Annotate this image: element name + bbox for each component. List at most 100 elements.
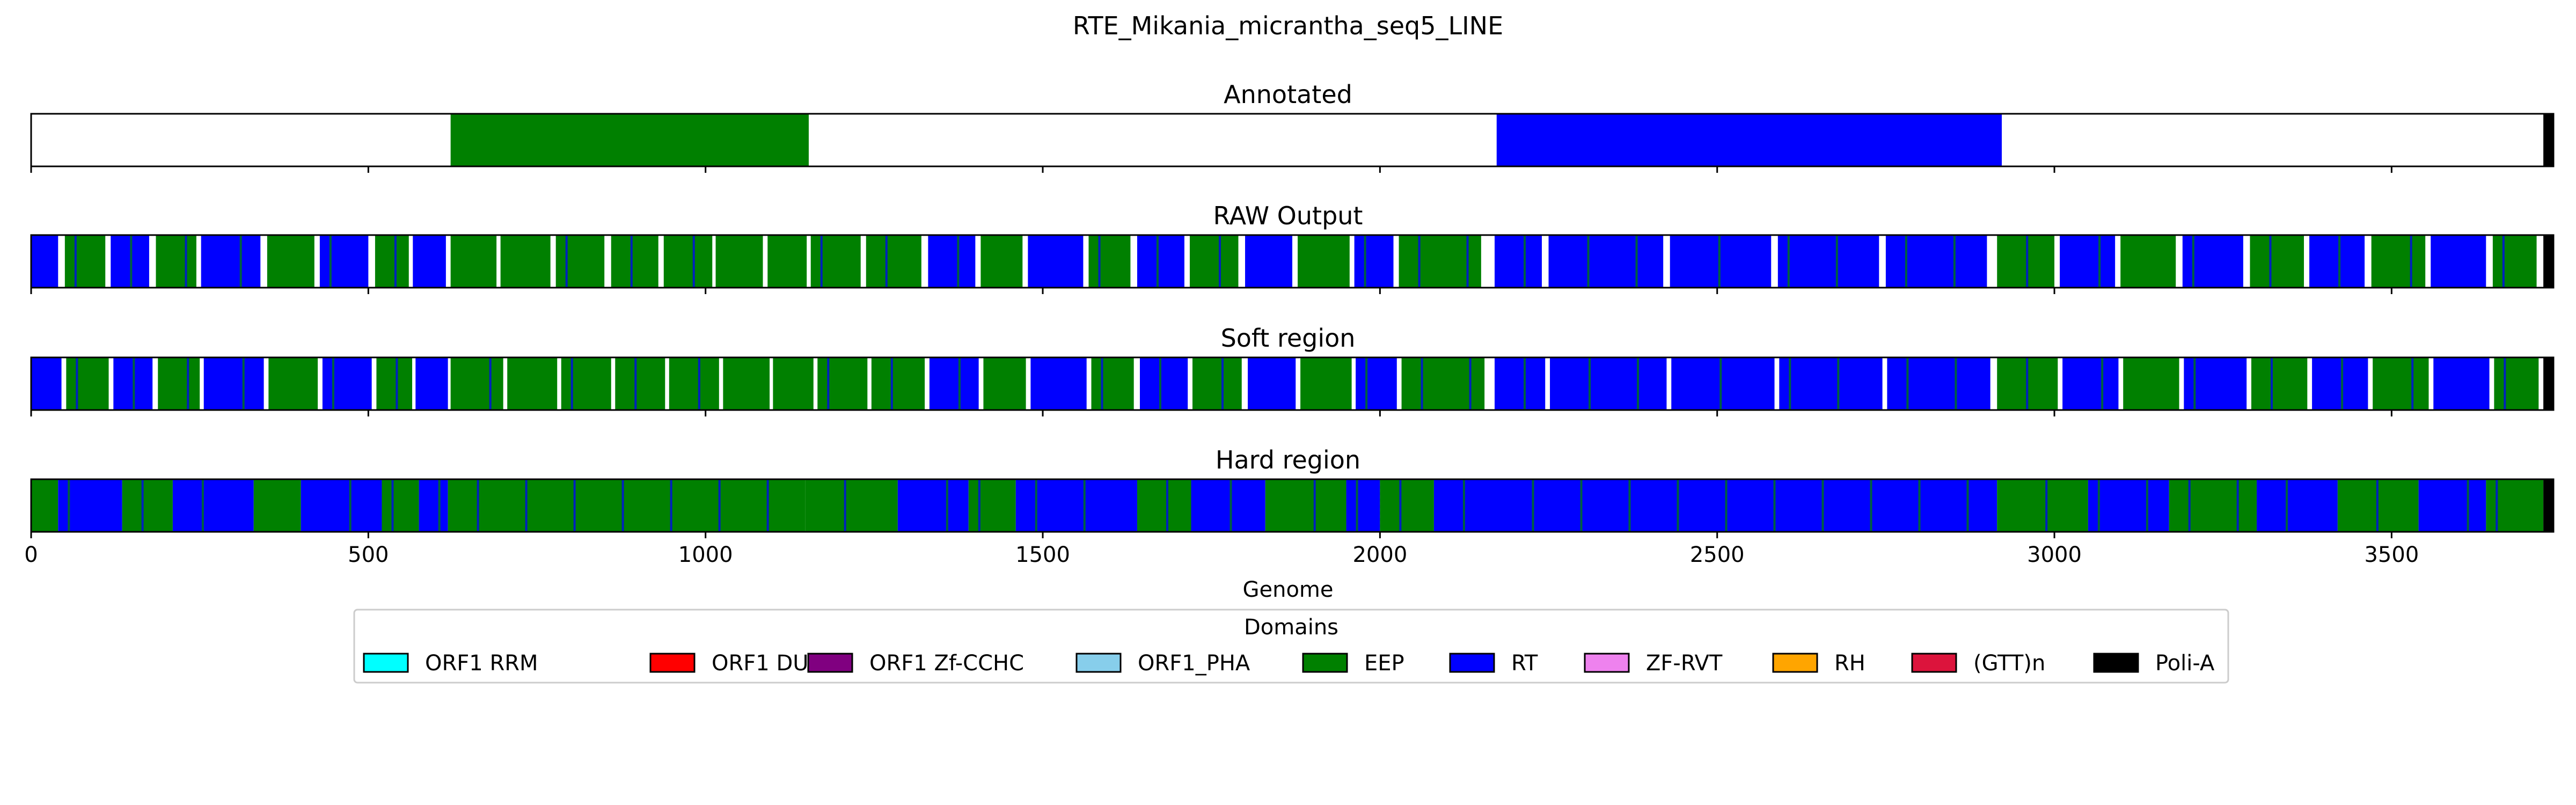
legend-item-orf1-duf: ORF1 DUF: [649, 651, 821, 676]
segment-stripe: [2236, 479, 2239, 532]
segment-rt: [1548, 235, 1664, 288]
legend-label: ORF1_PHA: [1138, 651, 1250, 676]
segment-eep: [2250, 235, 2304, 288]
segment-eep: [2492, 235, 2537, 288]
x-tick-label: 1000: [678, 543, 733, 567]
segment-eep: [773, 357, 814, 410]
segment-stripe: [670, 479, 672, 532]
segment-eep: [871, 357, 925, 410]
segment-rt: [1887, 357, 1990, 410]
track-title: Hard region: [1216, 445, 1360, 474]
segment-stripe: [1159, 357, 1161, 410]
segment-eep: [1192, 357, 1242, 410]
segment-stripe: [185, 235, 187, 288]
tracks: Annotated RAW Output Soft region Hard regio…: [24, 80, 2555, 567]
segment-rt: [2257, 479, 2338, 532]
legend-swatch: [1302, 653, 1348, 673]
segment-stripe: [1955, 357, 1957, 410]
segment-stripe: [349, 479, 352, 532]
segment-eep: [450, 114, 809, 166]
segment-stripe: [1364, 235, 1366, 288]
segment-eep: [2251, 357, 2308, 410]
segment-eep: [980, 235, 1023, 288]
segment-stripe: [827, 357, 830, 410]
segment-stripe: [2026, 357, 2029, 410]
segment-rt: [2182, 235, 2243, 288]
segment-stripe: [1218, 235, 1221, 288]
segment-stripe: [630, 235, 633, 288]
segment-stripe: [565, 235, 568, 288]
segment-stripe: [329, 235, 332, 288]
legend-item-orf1-pha: ORF1_PHA: [1075, 651, 1250, 676]
x-tick-label: 2000: [1352, 543, 1407, 567]
segment-eep: [805, 479, 898, 532]
segment-rt: [31, 235, 58, 288]
segment-stripe: [1466, 235, 1469, 288]
segment-stripe: [1637, 357, 1640, 410]
segment-eep: [507, 357, 558, 410]
track-title: Annotated: [1224, 80, 1352, 109]
segment-stripe: [1221, 357, 1224, 410]
segment-stripe: [1953, 235, 1956, 288]
segment-stripe: [2098, 235, 2101, 288]
legend-item-zf-rvt: ZF-RVT: [1584, 651, 1723, 676]
track-soft-region: Soft region: [30, 324, 2555, 416]
segment-rt: [415, 357, 448, 410]
x-tick-label: 3000: [2027, 543, 2082, 567]
segment-eep: [611, 235, 658, 288]
segment-stripe: [2286, 479, 2288, 532]
x-tick-label: 500: [348, 543, 389, 567]
segment-stripe: [1035, 479, 1037, 532]
segment-stripe: [130, 235, 133, 288]
segment-stripe: [489, 357, 492, 410]
segment-stripe: [1677, 479, 1679, 532]
segment-stripe: [692, 235, 695, 288]
segment-rt: [201, 235, 261, 288]
segment-stripe: [396, 357, 398, 410]
segment-stripe: [2341, 357, 2344, 410]
segment-rt: [1779, 357, 1883, 410]
x-tick-label: 3500: [2364, 543, 2419, 567]
segment-stripe: [1587, 235, 1590, 288]
segment-stripe: [1313, 479, 1316, 532]
segment-eep: [2169, 479, 2257, 532]
segment-eep: [64, 235, 106, 288]
segment-rt: [1670, 235, 1772, 288]
segment-eep: [561, 357, 611, 410]
segment-rt: [1191, 479, 1265, 532]
segment-stripe: [958, 357, 961, 410]
segment-rt: [1346, 479, 1380, 532]
segment-stripe: [2269, 235, 2272, 288]
segment-rt: [1245, 235, 1292, 288]
segment-eep: [817, 357, 868, 410]
segment-stripe: [477, 479, 479, 532]
segment-rt: [111, 235, 149, 288]
track-frame: [30, 356, 2555, 411]
segment-eep: [450, 235, 497, 288]
legend-label: RT: [1511, 651, 1538, 676]
segment-poli-a: [2543, 479, 2553, 532]
segment-eep: [158, 357, 200, 410]
segment-stripe: [2097, 479, 2100, 532]
segment-stripe: [1719, 357, 1722, 410]
segment-stripe: [1399, 479, 1402, 532]
segment-stripe: [1421, 357, 1423, 410]
legend-label: ORF1 DUF: [712, 651, 821, 676]
x-tick-label: 1500: [1015, 543, 1070, 567]
segment-eep: [268, 357, 318, 410]
segment-eep: [1189, 235, 1239, 288]
legend-item--gtt-n: (GTT)n: [1911, 651, 2045, 676]
segment-stripe: [2271, 357, 2273, 410]
segment-eep: [555, 235, 605, 288]
segment-eep: [500, 235, 551, 288]
segment-stripe: [1230, 479, 1232, 532]
segment-stripe: [2496, 479, 2498, 532]
segment-stripe: [1532, 479, 1534, 532]
segment-stripe: [1918, 479, 1921, 532]
figure-title: RTE_Mikania_micrantha_seq5_LINE: [1073, 11, 1503, 40]
segment-stripe: [1835, 235, 1838, 288]
segment-stripe: [718, 479, 721, 532]
segment-stripe: [74, 235, 77, 288]
segment-eep: [723, 357, 770, 410]
